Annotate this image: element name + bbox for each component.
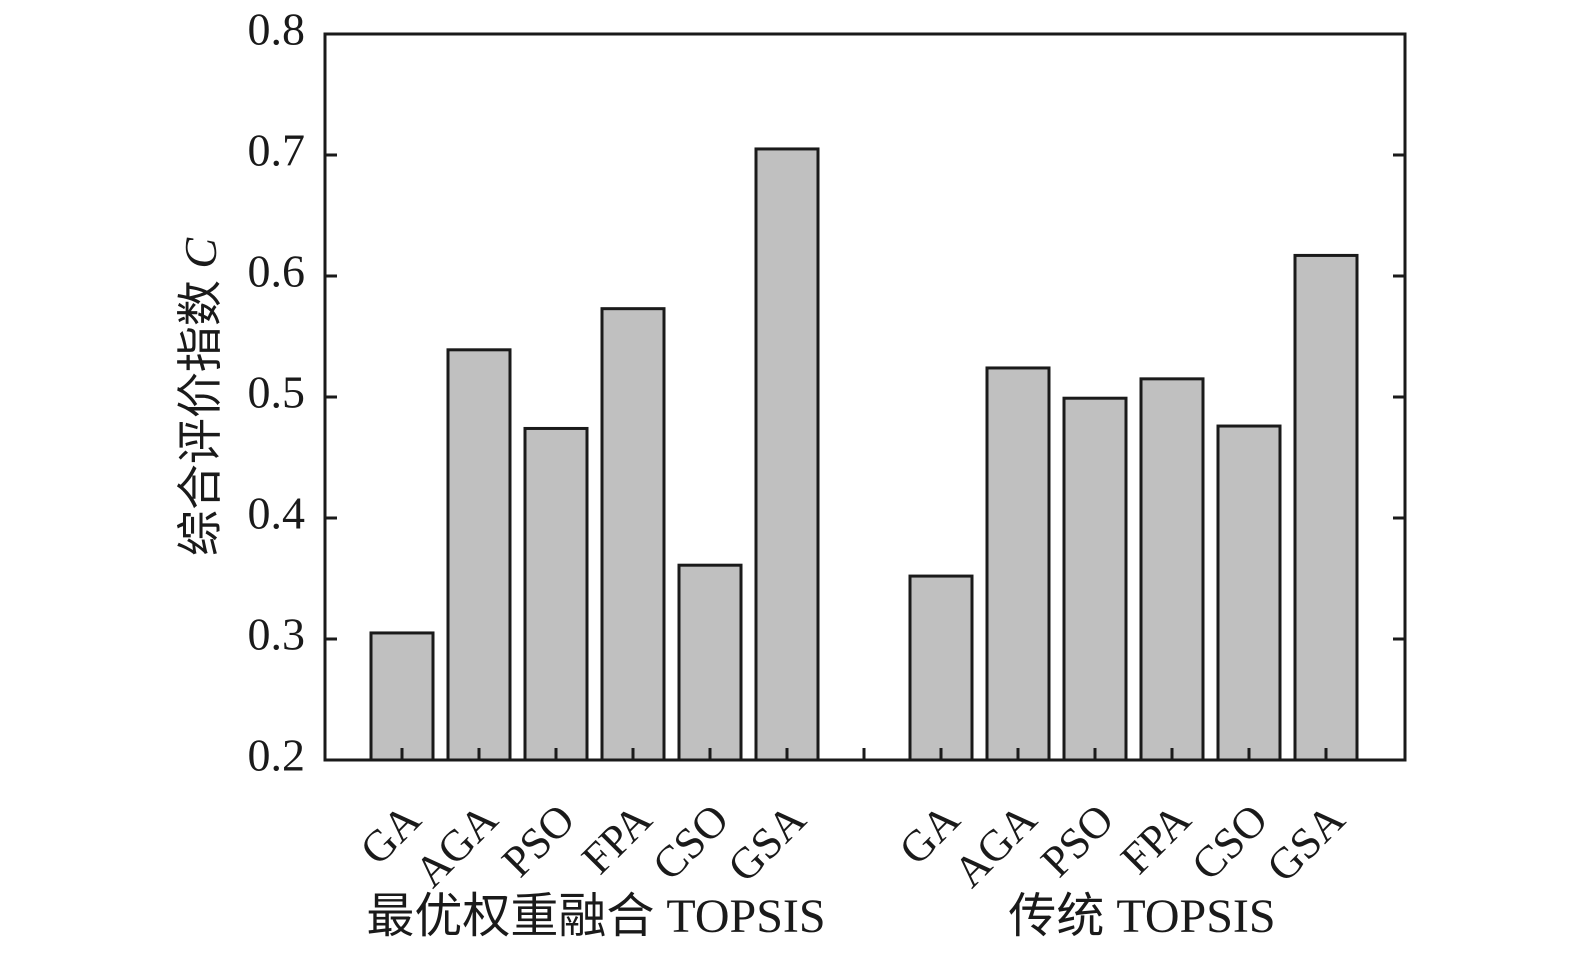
bar-traditional-pso xyxy=(1062,396,1128,762)
bar-traditional-ga xyxy=(908,574,974,762)
y-tick-label-6: 0.8 xyxy=(248,4,306,55)
x-category-label-0-2: PSO xyxy=(492,795,584,887)
bar-traditional-gsa xyxy=(1293,253,1359,762)
y-tick-label-5: 0.7 xyxy=(248,125,306,176)
group-label-0: 最优权重融合 TOPSIS xyxy=(366,890,825,943)
bar-fused-pso xyxy=(523,426,589,762)
x-category-label-1-4: CSO xyxy=(1182,795,1277,890)
y-tick-label-2: 0.4 xyxy=(248,488,306,539)
x-category-label-1-3: FPA xyxy=(1111,794,1200,883)
x-category-label-0-5: GSA xyxy=(718,794,815,891)
y-tick-label-3: 0.5 xyxy=(248,367,306,418)
bar-fused-gsa xyxy=(754,147,820,762)
x-category-label-1-2: PSO xyxy=(1031,795,1123,887)
ticks-layer xyxy=(325,32,1405,762)
bar-fused-fpa xyxy=(600,307,666,762)
x-category-label-1-5: GSA xyxy=(1257,794,1354,891)
y-axis-label-var: C xyxy=(175,237,226,269)
bar-fused-aga xyxy=(446,348,512,762)
bar-traditional-cso xyxy=(1216,424,1282,762)
bars-layer xyxy=(369,147,1359,762)
y-tick-label-0: 0.2 xyxy=(248,730,306,781)
y-tick-label-1: 0.3 xyxy=(248,609,306,660)
bar-traditional-aga xyxy=(985,366,1051,762)
x-category-label-0-3: FPA xyxy=(572,794,661,883)
y-axis-label: 综合评价指数 C xyxy=(175,237,226,557)
y-tick-label-4: 0.6 xyxy=(248,246,306,297)
bar-fused-ga xyxy=(369,631,435,762)
x-category-label-1-1: AGA xyxy=(944,794,1046,896)
bar-fused-cso xyxy=(677,563,743,762)
group-label-1: 传统 TOPSIS xyxy=(1008,890,1275,943)
bar-traditional-fpa xyxy=(1139,377,1205,762)
y-axis-label-text: 综合评价指数 xyxy=(175,280,226,556)
x-category-label-0-4: CSO xyxy=(643,795,738,890)
x-category-label-0-1: AGA xyxy=(405,794,507,896)
